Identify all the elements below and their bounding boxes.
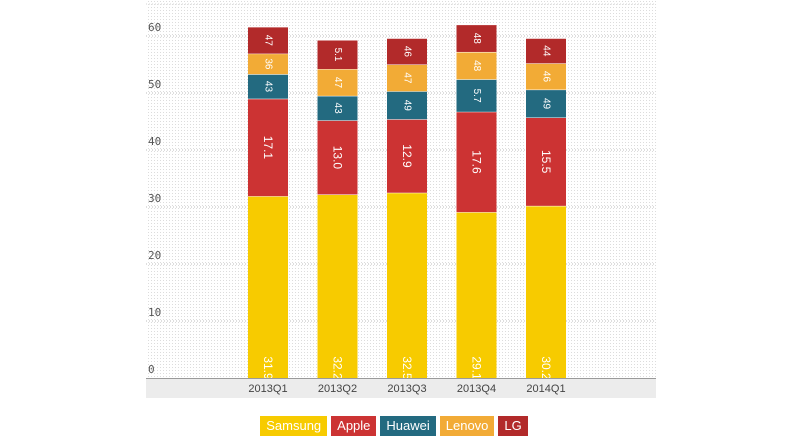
bar-huawei-2013Q4 — [456, 79, 497, 112]
data-label-huawei-2013Q3: 49 — [402, 100, 413, 112]
data-label-apple-2013Q1: 17.1 — [261, 136, 275, 160]
data-label-lenovo-2013Q4: 48 — [471, 60, 482, 72]
y-tick-label-60: 60 — [148, 21, 161, 34]
bar-lenovo-2013Q2 — [317, 69, 358, 96]
data-label-samsung-2013Q2: 32.2 — [331, 356, 345, 380]
data-label-huawei-2013Q4: 5.7 — [471, 89, 482, 103]
data-label-huawei-2013Q2: 43 — [332, 103, 343, 115]
legend-item-lenovo: Lenovo — [439, 416, 495, 436]
data-label-lg-2013Q1: 47 — [263, 35, 274, 47]
x-axis: 2013Q1 2013Q2 2013Q3 2013Q4 2014Q1 — [146, 378, 656, 398]
x-axis-band — [146, 379, 656, 398]
bar-huawei-2013Q3 — [387, 91, 427, 120]
bar-lenovo-2013Q1 — [248, 53, 288, 75]
bar-lg-2013Q4 — [456, 24, 497, 52]
legend-item-huawei: Huawei — [380, 416, 436, 436]
bar-lg-2013Q1 — [248, 26, 288, 54]
bar-apple-2014Q1 — [526, 117, 566, 206]
bar-huawei-2014Q1 — [526, 89, 566, 118]
bar-lg-2013Q3 — [387, 38, 427, 65]
data-label-samsung-2013Q3: 32.5 — [400, 356, 414, 380]
bar-lg-2013Q2 — [317, 39, 358, 70]
x-tick-label-2014Q1: 2014Q1 — [526, 383, 565, 395]
bar-samsung-2014Q1 — [526, 205, 566, 378]
bar-lenovo-2013Q4 — [456, 51, 497, 80]
bar-samsung-2013Q1 — [248, 196, 288, 378]
bar-samsung-2013Q3 — [387, 192, 427, 378]
y-tick-label-10: 10 — [148, 306, 161, 319]
legend-item-samsung: Samsung — [260, 416, 328, 436]
bar-huawei-2013Q2 — [317, 95, 358, 121]
data-label-lenovo-2014Q1: 46 — [541, 71, 552, 83]
bar-apple-2013Q1 — [248, 98, 288, 197]
y-tick-label-0: 0 — [148, 363, 155, 376]
data-label-huawei-2013Q1: 43 — [263, 81, 274, 93]
x-tick-label-2013Q3: 2013Q3 — [387, 383, 426, 395]
x-tick-label-2013Q2: 2013Q2 — [318, 383, 357, 395]
data-label-apple-2013Q2: 13.0 — [331, 146, 345, 170]
data-label-huawei-2014Q1: 49 — [541, 98, 552, 110]
legend: Samsung Apple Huawei Lenovo LG — [0, 416, 788, 436]
y-tick-label-40: 40 — [148, 135, 161, 148]
bar-huawei-2013Q1 — [248, 74, 288, 99]
y-tick-label-50: 50 — [148, 78, 161, 91]
data-label-lg-2014Q1: 44 — [541, 45, 552, 57]
bar-apple-2013Q3 — [387, 119, 427, 193]
bar-lg-2014Q1 — [526, 38, 566, 64]
bar-apple-2013Q2 — [317, 120, 358, 195]
x-tick-label-2013Q4: 2013Q4 — [457, 383, 496, 395]
legend-item-lg: LG — [498, 416, 528, 436]
legend-item-apple: Apple — [331, 416, 377, 436]
bar-apple-2013Q4 — [456, 111, 497, 213]
data-label-lg-2013Q2: 5.1 — [332, 48, 343, 62]
y-axis: 0 10 20 30 40 50 60 — [148, 21, 161, 376]
y-tick-label-30: 30 — [148, 192, 161, 205]
data-label-lenovo-2013Q1: 36 — [263, 58, 274, 70]
data-label-samsung-2013Q1: 31.9 — [261, 356, 275, 380]
bar-lenovo-2013Q3 — [387, 64, 427, 92]
bars: 31.9 17.1 43 36 47 32.2 13.0 43 47 5.1 32.5 12.9 49 4… — [248, 24, 566, 380]
data-label-apple-2014Q1: 15.5 — [539, 150, 553, 174]
data-label-samsung-2014Q1: 30.2 — [539, 356, 553, 380]
data-label-lg-2013Q3: 46 — [402, 46, 413, 58]
data-label-lenovo-2013Q2: 47 — [332, 77, 343, 89]
data-label-apple-2013Q3: 12.9 — [400, 144, 414, 168]
y-tick-label-20: 20 — [148, 249, 161, 262]
bar-samsung-2013Q2 — [317, 194, 358, 378]
data-label-lenovo-2013Q3: 47 — [402, 72, 413, 84]
data-label-lg-2013Q4: 48 — [471, 33, 482, 45]
data-label-apple-2013Q4: 17.6 — [470, 150, 484, 174]
data-label-samsung-2013Q4: 29.1 — [470, 356, 484, 380]
bar-samsung-2013Q4 — [456, 212, 497, 378]
x-tick-label-2013Q1: 2013Q1 — [248, 383, 287, 395]
bar-lenovo-2014Q1 — [526, 63, 566, 90]
